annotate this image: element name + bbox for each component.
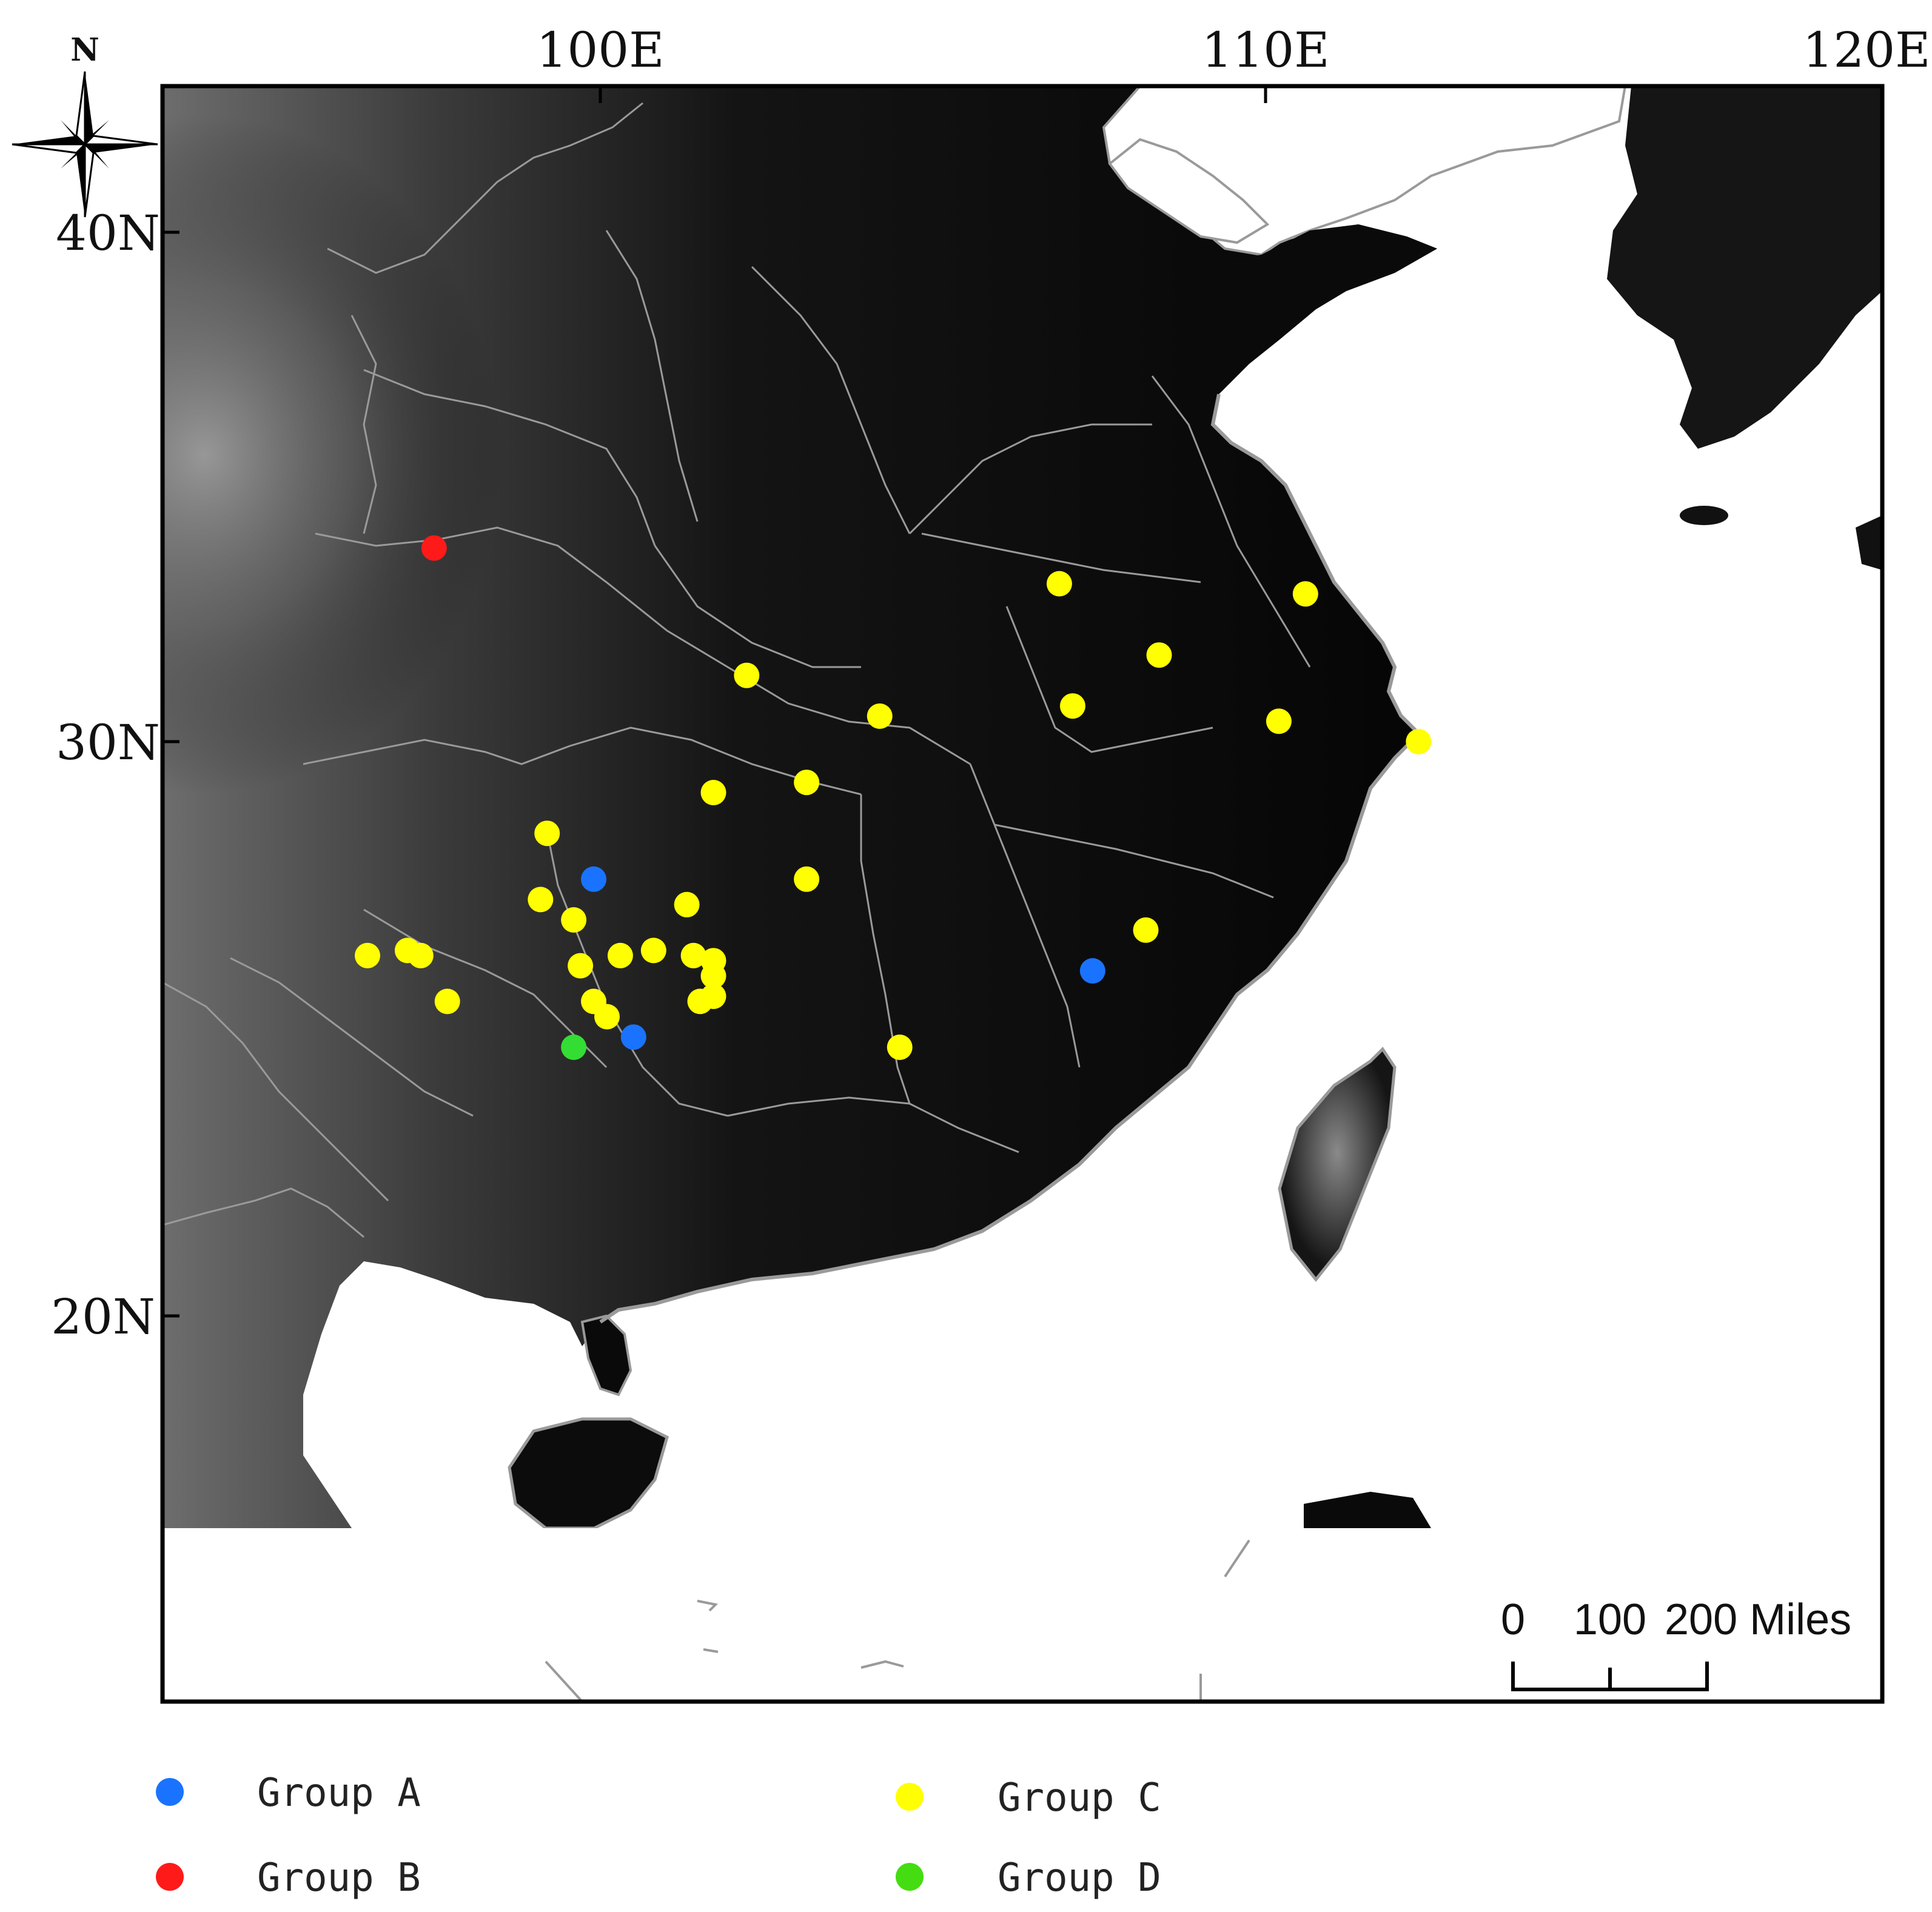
site-marker-group-a bbox=[1079, 958, 1105, 984]
site-marker-group-c bbox=[700, 963, 726, 989]
legend-marker-group-a bbox=[156, 1778, 184, 1806]
site-marker-group-c bbox=[887, 1035, 913, 1060]
north-label: N bbox=[70, 32, 99, 69]
site-marker-group-c bbox=[355, 942, 380, 968]
site-marker-group-c bbox=[794, 770, 820, 796]
scale-label-200-miles: 200 Miles bbox=[1665, 1595, 1851, 1644]
scale-bar: 0 100 200 Miles bbox=[1501, 1595, 1851, 1691]
site-marker-group-c bbox=[1266, 708, 1292, 734]
legend-marker-group-c bbox=[896, 1783, 924, 1811]
site-marker-group-a bbox=[581, 866, 606, 892]
site-marker-group-c bbox=[734, 662, 760, 688]
scale-label-100: 100 bbox=[1574, 1595, 1646, 1644]
site-marker-group-d bbox=[561, 1035, 587, 1060]
coastline bbox=[599, 394, 1422, 1324]
legend-item-group-c: Group C bbox=[896, 1776, 1161, 1820]
site-marker-group-c bbox=[434, 988, 460, 1015]
site-marker-group-c bbox=[1046, 571, 1072, 597]
leizhou-peninsula bbox=[580, 1314, 632, 1397]
jeju-island bbox=[1680, 506, 1728, 525]
site-marker-group-c bbox=[408, 942, 434, 968]
legend-label-group-d: Group D bbox=[998, 1856, 1161, 1900]
site-marker-group-c bbox=[700, 984, 726, 1009]
site-marker-group-c bbox=[561, 907, 587, 933]
japan-fragment bbox=[1856, 515, 1882, 570]
legend-item-group-a: Group A bbox=[156, 1771, 421, 1816]
shandong-peninsula bbox=[1189, 224, 1437, 424]
legend-label-group-b: Group B bbox=[257, 1856, 421, 1900]
hainan-island bbox=[508, 1417, 669, 1530]
province-boundaries bbox=[163, 102, 1311, 1238]
islet-fragments bbox=[545, 1539, 1250, 1702]
site-marker-group-c bbox=[1146, 642, 1172, 668]
site-marker-group-c bbox=[607, 942, 633, 968]
lon-label-110e: 110E bbox=[1201, 22, 1329, 78]
luzon-fragment bbox=[1304, 1492, 1431, 1528]
lon-label-100e: 100E bbox=[536, 22, 664, 78]
site-marker-group-c bbox=[640, 938, 666, 964]
lat-label-40n: 40N bbox=[56, 205, 160, 261]
site-marker-group-b bbox=[421, 535, 447, 561]
plateau-shading bbox=[163, 86, 1011, 1056]
north-arrow: N bbox=[12, 32, 158, 218]
lower-blank-area bbox=[163, 1528, 1882, 1702]
legend-marker-group-b bbox=[156, 1863, 184, 1891]
bohai-inner bbox=[1108, 138, 1270, 244]
lat-label-30n: 30N bbox=[56, 714, 160, 771]
sample-sites-layer bbox=[355, 535, 1432, 1060]
site-marker-group-c bbox=[794, 866, 820, 892]
map-frame bbox=[163, 86, 1882, 1702]
site-marker-group-c bbox=[680, 942, 706, 968]
map-border bbox=[160, 84, 1885, 1704]
site-marker-group-c bbox=[1406, 729, 1432, 754]
site-marker-group-c bbox=[534, 820, 560, 847]
site-marker-group-c bbox=[674, 891, 700, 917]
legend-marker-group-d bbox=[896, 1863, 924, 1891]
lon-label-120e: 120E bbox=[1802, 22, 1930, 78]
legend-label-group-a: Group A bbox=[257, 1771, 421, 1816]
scale-label-0: 0 bbox=[1501, 1595, 1525, 1644]
site-marker-group-a bbox=[620, 1024, 646, 1050]
site-marker-group-c bbox=[1133, 917, 1159, 943]
legend-item-group-b: Group B bbox=[156, 1856, 421, 1900]
graticule bbox=[163, 86, 1267, 1318]
legend-label-group-c: Group C bbox=[998, 1776, 1161, 1820]
legend-item-group-d: Group D bbox=[896, 1856, 1161, 1900]
taiwan-island bbox=[1278, 1047, 1397, 1283]
site-marker-group-c bbox=[594, 1004, 620, 1030]
legend: Group A Group B Group C Group D bbox=[156, 1771, 1161, 1900]
site-marker-group-c bbox=[1059, 693, 1085, 719]
site-marker-group-c bbox=[528, 887, 554, 913]
lat-label-20n: 20N bbox=[51, 1289, 155, 1345]
korean-peninsula bbox=[1607, 86, 1882, 449]
site-marker-group-c bbox=[700, 780, 726, 805]
site-marker-group-c bbox=[867, 703, 893, 729]
site-marker-group-c bbox=[568, 953, 594, 979]
site-marker-group-c bbox=[1292, 581, 1318, 607]
